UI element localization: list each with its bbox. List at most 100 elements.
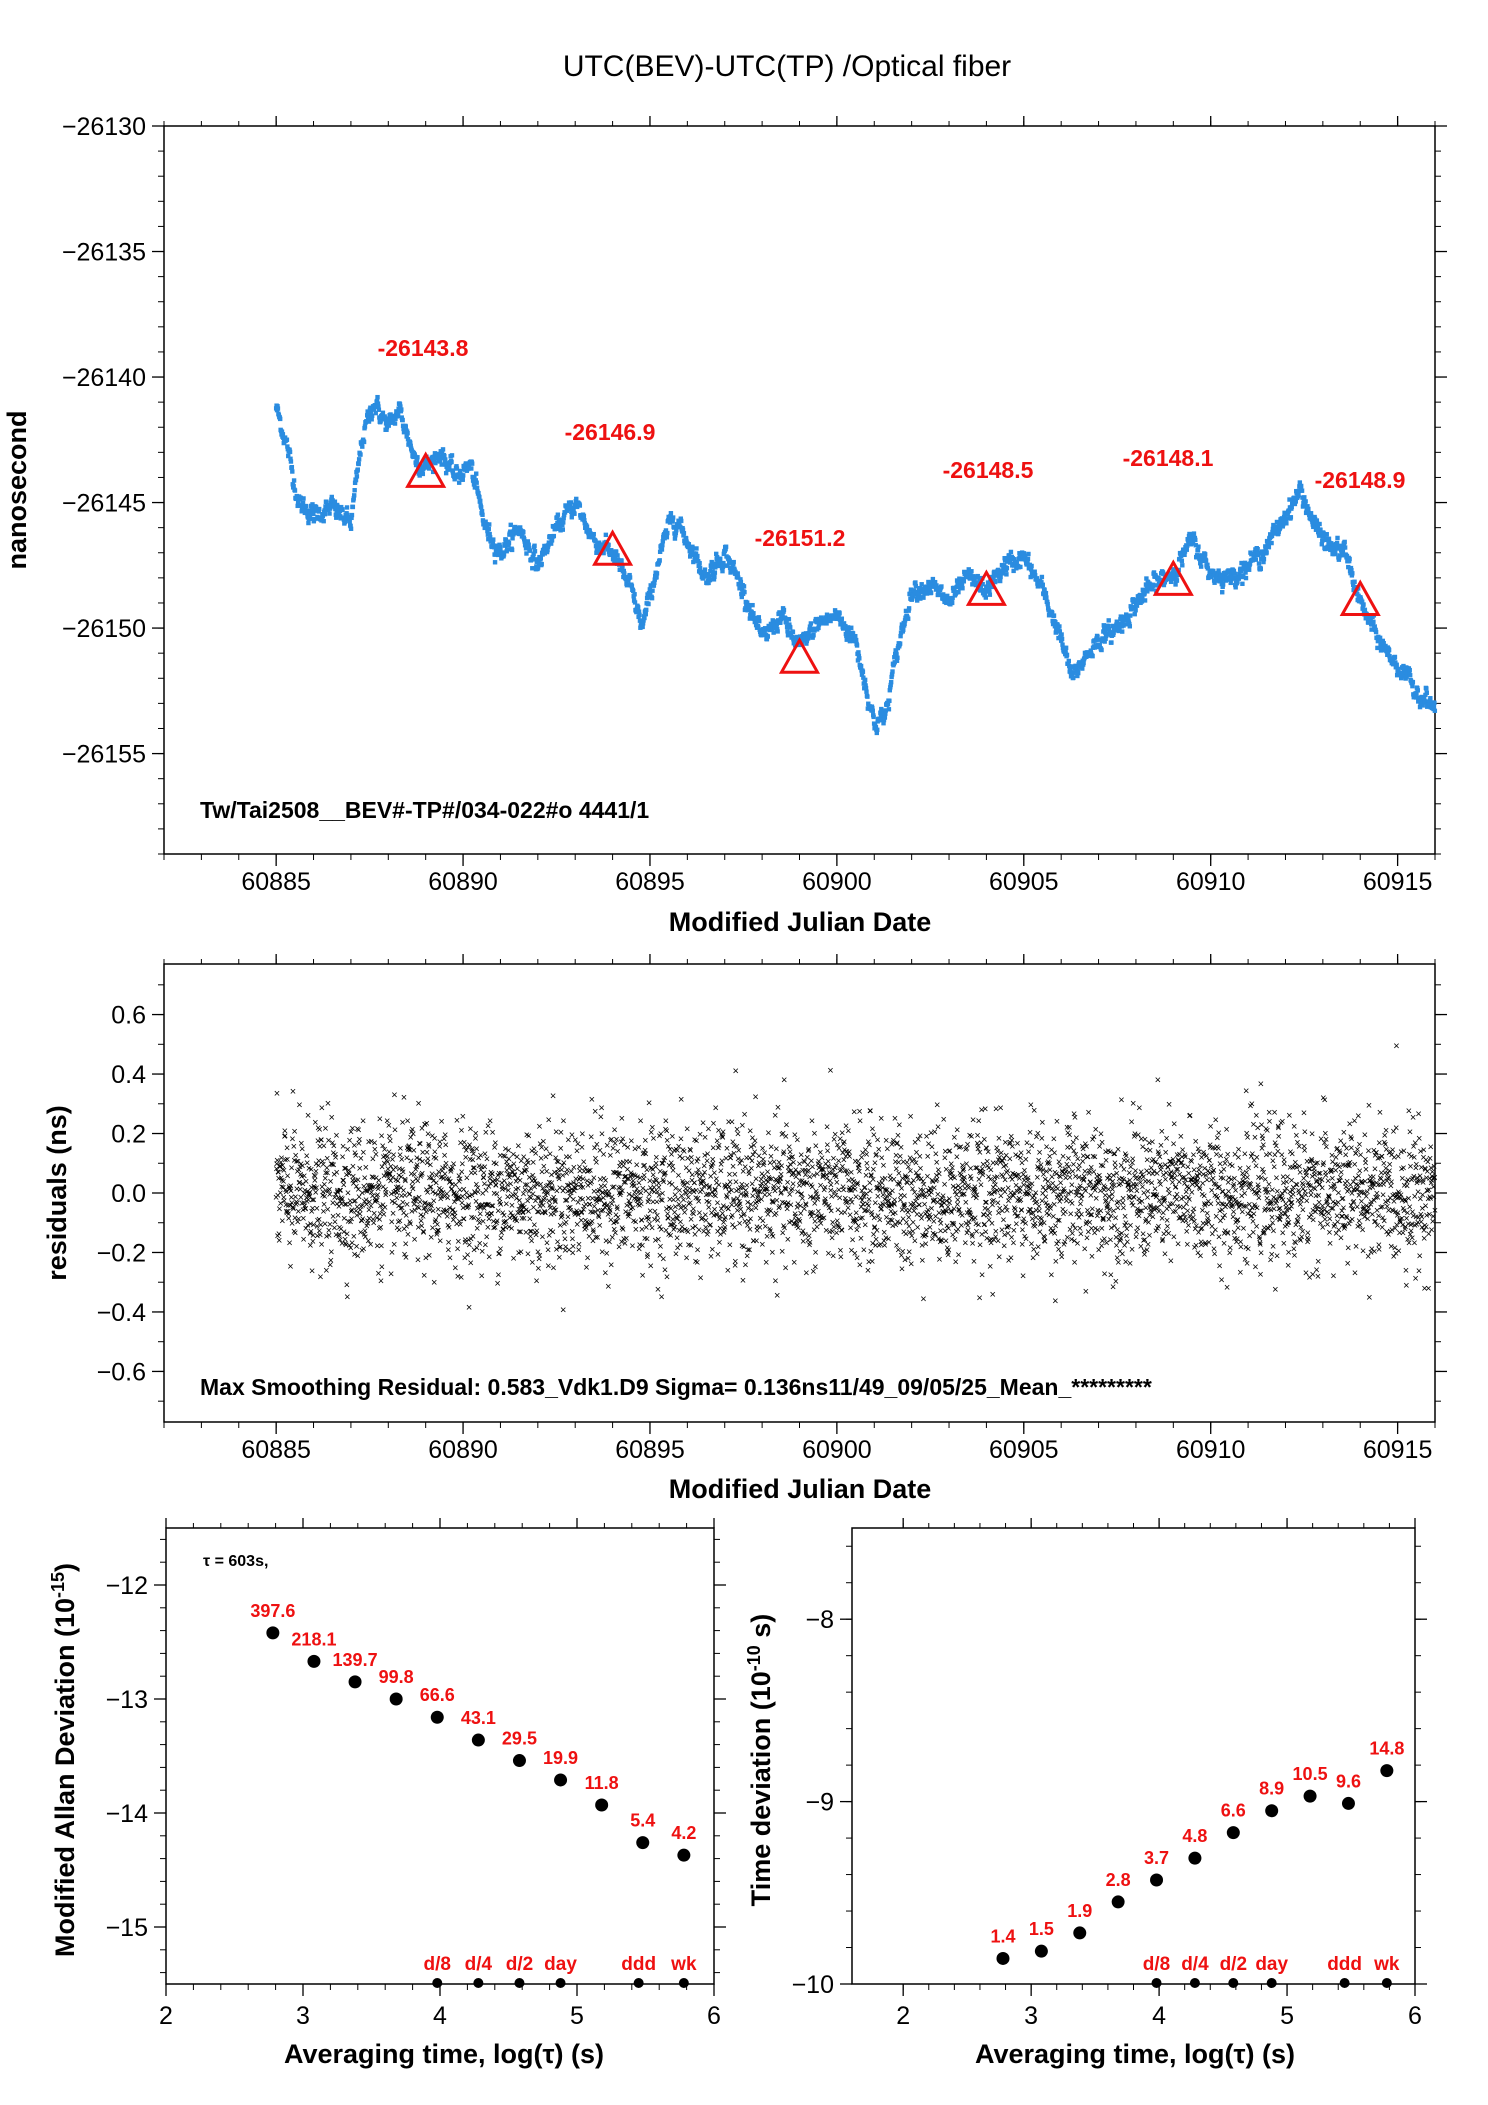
- data-point: [748, 614, 753, 619]
- data-point: [344, 505, 350, 510]
- data-point: [863, 683, 868, 688]
- data-point: [1004, 572, 1009, 577]
- data-point: [469, 466, 474, 471]
- residual-point: ×: [419, 1168, 425, 1180]
- data-point: [634, 609, 639, 615]
- data-point: [1314, 518, 1320, 523]
- residual-point: ×: [278, 1157, 284, 1169]
- data-point: [1021, 551, 1027, 556]
- residual-point: ×: [288, 1180, 294, 1192]
- data-point: [1380, 638, 1386, 644]
- residual-point: ×: [344, 1279, 350, 1291]
- data-point: [828, 618, 833, 624]
- data-point: [1232, 571, 1237, 576]
- data-point: [545, 547, 550, 553]
- residual-point: ×: [770, 1231, 776, 1243]
- data-point: [994, 573, 1000, 578]
- residual-point: ×: [827, 1065, 833, 1077]
- data-point: [572, 511, 577, 516]
- residual-point: ×: [599, 1128, 605, 1140]
- data-point: [1228, 572, 1234, 578]
- data-point: [725, 563, 730, 568]
- data-point: [735, 571, 740, 576]
- data-point: [1381, 640, 1386, 646]
- data-point: [1139, 599, 1145, 604]
- data-point: [954, 590, 959, 595]
- data-point: [1392, 654, 1398, 660]
- data-point: [1158, 577, 1163, 583]
- data-point: [788, 625, 793, 630]
- residual-point: ×: [296, 1099, 302, 1111]
- data-point: [549, 538, 555, 543]
- residual-point: ×: [560, 1304, 566, 1316]
- data-point: [369, 413, 375, 418]
- data-point: [1143, 582, 1149, 587]
- data-point: [875, 727, 880, 733]
- data-point: [969, 569, 974, 574]
- data-point: [797, 634, 803, 639]
- data-point: [1179, 553, 1184, 558]
- data-point: [291, 483, 296, 489]
- data-point: [484, 523, 490, 529]
- data-point: [637, 612, 642, 618]
- data-point: [496, 548, 502, 554]
- data-point: [747, 606, 752, 612]
- data-point: [555, 512, 561, 517]
- data-point: [686, 542, 692, 547]
- data-point: [878, 713, 884, 718]
- residual-point: ×: [445, 1237, 451, 1249]
- data-point: [856, 650, 861, 655]
- data-point: [958, 579, 963, 585]
- data-point: [1413, 695, 1419, 700]
- data-point: [333, 506, 338, 512]
- data-point: [508, 529, 513, 534]
- data-point: [1241, 573, 1246, 578]
- residual-point: ×: [545, 1114, 551, 1126]
- data-point: [873, 724, 879, 730]
- data-point: [1326, 536, 1332, 541]
- data-point: [887, 698, 892, 703]
- data-point: [527, 548, 533, 553]
- residual-point: ×: [275, 1190, 281, 1202]
- data-point: [338, 504, 344, 510]
- data-point: [1034, 576, 1040, 581]
- residual-point: ×: [638, 1199, 644, 1211]
- data-point: [366, 419, 372, 424]
- residual-point: ×: [579, 1142, 585, 1154]
- data-point: [1401, 663, 1406, 669]
- data-point: [1284, 521, 1289, 526]
- data-point: [1069, 664, 1075, 669]
- y-tick-label: −26135: [62, 239, 146, 267]
- residual-point: ×: [373, 1149, 379, 1161]
- data-point: [351, 496, 356, 501]
- data-point: [672, 536, 678, 541]
- data-point: [632, 600, 638, 605]
- data-point: [1045, 602, 1050, 607]
- residual-point: ×: [328, 1247, 334, 1259]
- data-point: [1340, 548, 1346, 554]
- data-point: [338, 516, 343, 521]
- residual-point: ×: [579, 1128, 585, 1140]
- residual-point: ×: [526, 1130, 532, 1142]
- data-point: [660, 539, 666, 544]
- data-point: [845, 630, 850, 636]
- data-point: [310, 502, 315, 507]
- data-point: [853, 633, 858, 639]
- data-point: [697, 560, 702, 566]
- residual-point: ×: [277, 1198, 283, 1210]
- data-point: [987, 592, 993, 597]
- residual-point: ×: [274, 1230, 280, 1242]
- data-point: [1266, 544, 1272, 550]
- data-point: [1174, 578, 1180, 583]
- data-point: [1243, 570, 1248, 575]
- data-point: [647, 587, 653, 592]
- data-point: [324, 499, 329, 504]
- residual-point: ×: [382, 1202, 388, 1214]
- data-point: [435, 451, 441, 457]
- data-point: [1308, 511, 1314, 516]
- data-point: [888, 680, 894, 685]
- data-point: [756, 615, 762, 620]
- data-point: [523, 546, 529, 551]
- data-point: [1102, 625, 1107, 630]
- data-point: [386, 417, 392, 422]
